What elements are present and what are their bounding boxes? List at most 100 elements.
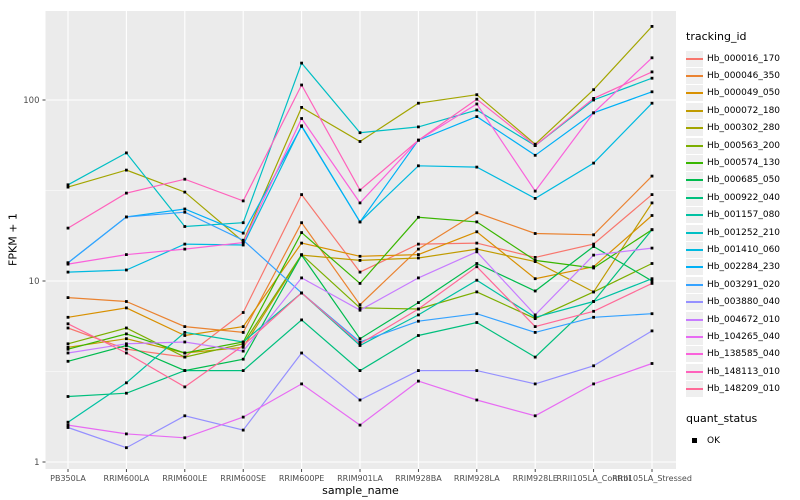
legend-key-line-icon	[686, 294, 703, 311]
data-point	[66, 183, 70, 187]
legend-entry-label: Hb_000046_350	[707, 71, 781, 82]
data-point	[183, 247, 187, 251]
data-point	[650, 90, 654, 94]
legend-key-line-icon	[686, 328, 703, 345]
data-point	[475, 398, 479, 402]
data-point	[417, 215, 420, 219]
data-point	[125, 351, 128, 355]
data-point	[125, 306, 128, 310]
data-point	[241, 311, 245, 314]
x-tick-label: RRIM600LE	[162, 474, 207, 483]
data-point	[650, 174, 654, 178]
data-point	[358, 337, 362, 341]
data-point	[592, 309, 595, 313]
data-point	[300, 241, 303, 245]
data-point	[300, 221, 303, 225]
x-tick-label: RRII105LA_Stressed	[612, 474, 692, 483]
data-point	[533, 189, 537, 193]
data-point	[650, 214, 654, 217]
legend-key-line-icon	[686, 120, 703, 137]
data-point	[241, 369, 245, 372]
data-point	[66, 185, 70, 189]
data-point	[533, 259, 537, 262]
legend-color-line	[686, 109, 703, 112]
data-point	[650, 101, 654, 105]
data-point	[533, 232, 537, 235]
data-point	[592, 315, 595, 319]
legend-key-line-icon	[686, 172, 703, 189]
legend-key-line-icon	[686, 68, 703, 85]
data-point	[241, 345, 245, 349]
data-point	[241, 243, 245, 247]
legend-entry: Hb_000049_050	[686, 85, 798, 102]
data-point	[66, 423, 70, 427]
data-point	[650, 362, 654, 365]
data-point	[650, 246, 654, 250]
black-square-marker	[692, 437, 697, 443]
legend-entry-label: Hb_000563_200	[707, 140, 781, 151]
quant-status-label: OK	[707, 435, 720, 446]
data-point	[358, 344, 362, 347]
x-tick-label: RRII105LA_Control	[557, 474, 631, 483]
data-point	[417, 369, 420, 372]
data-point	[125, 342, 128, 346]
legend-entry: Hb_000574_130	[686, 154, 798, 172]
data-point	[650, 282, 654, 285]
data-point	[533, 382, 537, 386]
legend-color-line	[686, 214, 703, 217]
legend-entry-label: Hb_138585_040	[707, 349, 781, 360]
data-point	[66, 345, 70, 349]
data-point	[650, 25, 654, 28]
legend-key-line-icon	[686, 259, 703, 276]
data-point	[125, 215, 128, 219]
legend-color-line	[686, 248, 703, 251]
data-point	[417, 164, 420, 168]
data-point	[183, 225, 187, 228]
x-tick-label: RRIM600PE	[279, 474, 325, 483]
legend-entry: Hb_002284_230	[686, 259, 798, 276]
data-point	[241, 241, 245, 244]
legend-key-line-icon	[686, 155, 703, 172]
legend-color-line	[686, 144, 703, 147]
data-point	[417, 319, 420, 323]
x-tick-label: PB350LA	[50, 474, 86, 483]
legend-entry-label: Hb_000922_040	[707, 192, 781, 203]
data-point	[475, 321, 479, 324]
data-point	[533, 289, 537, 293]
data-point	[183, 190, 187, 194]
legend-entry: Hb_148209_010	[686, 380, 798, 398]
data-point	[358, 369, 362, 372]
x-tick-label: RRIM928BA	[395, 474, 442, 483]
data-point	[650, 56, 654, 60]
legend-entry: Hb_001252_210	[686, 224, 798, 241]
legend-entry: Hb_000016_170	[686, 50, 798, 67]
data-point	[183, 436, 187, 440]
data-point	[183, 351, 187, 355]
data-point	[66, 426, 70, 429]
data-point	[358, 306, 362, 310]
data-point	[475, 165, 479, 169]
data-point	[66, 351, 70, 355]
legend-key-line-icon	[686, 311, 703, 328]
data-point	[183, 369, 187, 372]
legend-key-line-icon	[686, 189, 703, 206]
x-tick-label: RRIM928LE	[513, 474, 558, 483]
legend-entry: Hb_000072_180	[686, 102, 798, 119]
data-point	[183, 177, 187, 181]
data-point	[533, 414, 537, 418]
legend-entry: Hb_003880_040	[686, 293, 798, 311]
data-point	[241, 325, 245, 328]
data-point	[592, 111, 595, 115]
legend-color-line	[686, 283, 703, 286]
data-point	[475, 262, 479, 265]
data-point	[358, 308, 362, 312]
legend-entry-label: Hb_104265_040	[707, 331, 781, 342]
data-point	[125, 381, 128, 385]
data-point	[300, 231, 303, 234]
data-point	[358, 201, 362, 205]
legend-entry: Hb_148113_010	[686, 363, 798, 380]
legend-entry-label: Hb_000302_280	[707, 123, 781, 134]
data-point	[650, 279, 654, 283]
data-point	[417, 379, 420, 383]
